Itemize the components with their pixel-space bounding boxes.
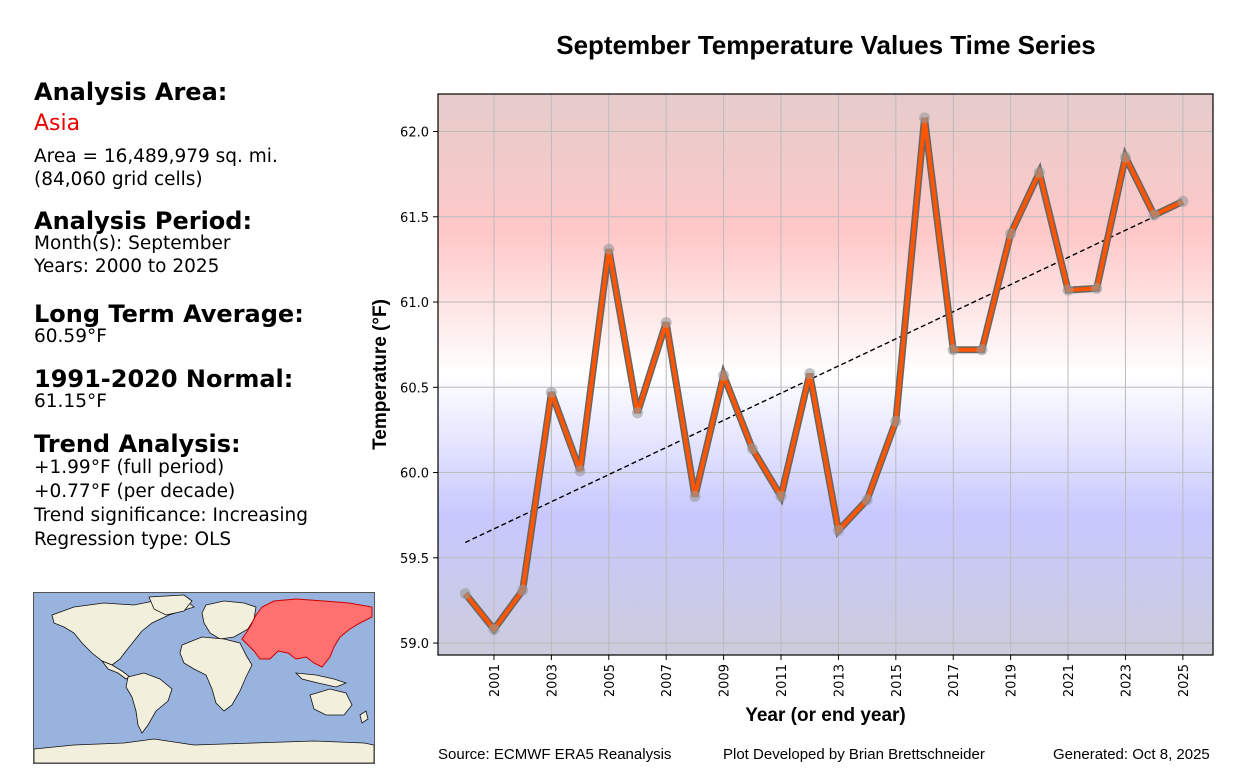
- x-tick-label: 2003: [545, 664, 560, 697]
- data-point: [689, 490, 701, 502]
- y-tick-label: 59.5: [400, 552, 429, 567]
- footer-generated: Generated: Oct 8, 2025: [1053, 746, 1210, 763]
- data-point: [1091, 282, 1103, 294]
- y-tick-label: 62.0: [400, 126, 429, 141]
- trend-line: [464, 202, 1184, 544]
- x-tick-label: 2013: [832, 664, 847, 697]
- analysis-area-name: Asia: [34, 111, 81, 136]
- x-tick-label: 2011: [775, 664, 790, 697]
- x-tick-label: 2005: [603, 664, 618, 697]
- data-point: [517, 584, 529, 596]
- plot-background: [438, 94, 1213, 655]
- map-australia: [309, 688, 353, 716]
- data-point: [976, 344, 988, 356]
- locator-map: [33, 592, 375, 764]
- map-north-america: [51, 598, 195, 666]
- long-term-average-value: 60.59°F: [34, 326, 107, 347]
- months-text: Month(s): September: [34, 233, 231, 254]
- trend-per-decade: +0.77°F (per decade): [34, 481, 236, 502]
- data-point: [947, 344, 959, 356]
- data-point: [1033, 166, 1045, 178]
- trend-line-layer: [464, 202, 1184, 544]
- map-europe: [201, 600, 257, 640]
- axis-layer: 2001 2003 2005 2007 2009 2011 2013 2015 2017 2019…: [400, 126, 1192, 698]
- data-point: [459, 588, 471, 600]
- regression-type: Regression type: OLS: [34, 529, 232, 550]
- data-point: [1062, 284, 1074, 296]
- footer-credit: Plot Developed by Brian Brettschneider: [723, 746, 985, 763]
- data-point: [631, 407, 643, 419]
- x-tick-label: 2025: [1177, 664, 1192, 697]
- map-antarctica: [34, 738, 374, 763]
- map-africa: [179, 636, 253, 712]
- trend-analysis-header: Trend Analysis:: [34, 430, 241, 458]
- x-tick-label: 2019: [1005, 664, 1020, 697]
- map-new-zealand: [359, 710, 369, 724]
- y-tick-label: 59.0: [400, 637, 429, 652]
- data-point: [1177, 195, 1189, 207]
- x-tick-label: 2009: [718, 664, 733, 697]
- data-point: [890, 415, 902, 427]
- y-tick-label: 60.5: [400, 381, 429, 396]
- area-size-text: Area = 16,489,979 sq. mi.: [34, 146, 278, 167]
- x-tick-label: 2001: [488, 664, 503, 697]
- x-axis-label: Year (or end year): [745, 705, 906, 726]
- map-asia-highlight: [241, 598, 373, 668]
- data-point: [861, 494, 873, 506]
- map-greenland: [148, 594, 193, 616]
- data-point: [488, 623, 500, 635]
- normal-value: 61.15°F: [34, 391, 107, 412]
- data-point: [603, 243, 615, 255]
- x-tick-label: 2017: [947, 664, 962, 697]
- trend-full-period: +1.99°F (full period): [34, 457, 225, 478]
- normal-header: 1991-2020 Normal:: [34, 365, 294, 393]
- grid-cells-text: (84,060 grid cells): [34, 169, 203, 190]
- plot-frame: [437, 93, 1214, 656]
- chart-title: September Temperature Values Time Series: [556, 30, 1096, 60]
- data-point: [804, 368, 816, 380]
- data-point: [1148, 209, 1160, 221]
- map-south-america: [125, 672, 173, 734]
- y-tick-label: 61.5: [400, 211, 429, 226]
- data-point: [746, 443, 758, 455]
- y-tick-label: 60.0: [400, 467, 429, 482]
- data-point: [919, 112, 931, 124]
- x-tick-label: 2015: [890, 664, 905, 697]
- analysis-area-header: Analysis Area:: [34, 78, 228, 106]
- data-point: [545, 386, 557, 398]
- footer-source: Source: ECMWF ERA5 Reanalysis: [438, 746, 672, 763]
- x-tick-label: 2023: [1119, 664, 1134, 697]
- y-tick-label: 61.0: [400, 296, 429, 311]
- trend-significance: Trend significance: Increasing: [34, 505, 308, 526]
- data-point: [718, 369, 730, 381]
- series-layer: [459, 112, 1189, 636]
- world-map-graphic: [34, 594, 374, 763]
- series-line: [463, 117, 1184, 633]
- y-axis-label: Temperature (°F): [370, 299, 391, 450]
- x-tick-label: 2007: [660, 664, 675, 697]
- data-point: [1005, 228, 1017, 240]
- x-tick-label: 2021: [1062, 664, 1077, 697]
- years-text: Years: 2000 to 2025: [34, 256, 220, 277]
- analysis-period-header: Analysis Period:: [34, 207, 253, 235]
- map-indonesia: [294, 672, 348, 688]
- data-point: [660, 316, 672, 328]
- data-point: [574, 465, 586, 477]
- long-term-average-header: Long Term Average:: [34, 300, 304, 328]
- data-point: [832, 525, 844, 537]
- data-point: [775, 490, 787, 502]
- data-point: [1119, 151, 1131, 163]
